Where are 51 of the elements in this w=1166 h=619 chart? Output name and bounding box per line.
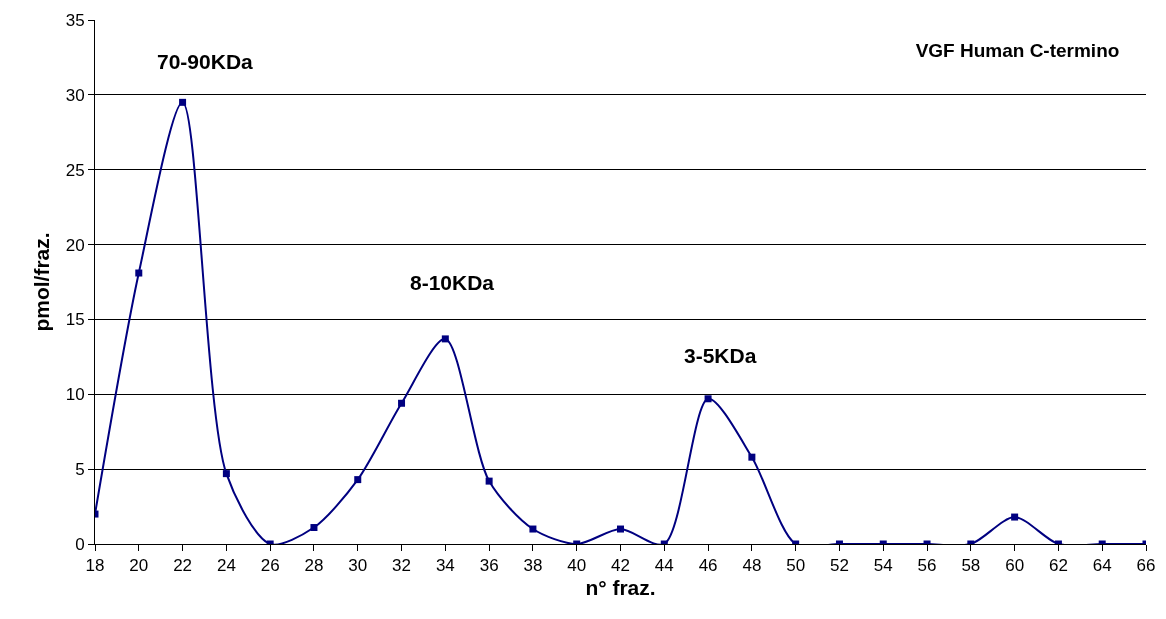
x-tick-label: 62 <box>1048 556 1068 576</box>
point <box>398 399 406 407</box>
x-tick-label: 18 <box>85 556 105 576</box>
x-tick-label: 52 <box>830 556 849 576</box>
x-tick-label: 20 <box>129 556 149 576</box>
x-tick-label: 42 <box>611 556 630 576</box>
point <box>529 525 537 533</box>
text: VGF Human C-termino <box>915 39 1120 61</box>
x-tick-label: 48 <box>742 556 762 576</box>
x-tick-label: 56 <box>917 556 937 576</box>
y-tick-label: 15 <box>65 310 85 330</box>
y-tick-label: 25 <box>65 160 85 180</box>
point <box>704 395 712 403</box>
x-tick-label: 40 <box>567 556 587 576</box>
x-tick-label: 38 <box>523 556 543 576</box>
point <box>1011 513 1019 521</box>
point <box>748 453 756 461</box>
x-tick-label: 54 <box>873 556 893 576</box>
point <box>617 525 624 533</box>
annotation: 8-10KDa <box>410 271 495 294</box>
x-tick-label: 60 <box>1005 556 1025 576</box>
point <box>485 477 493 485</box>
x-tick-label: 26 <box>260 556 280 576</box>
y-tick-label: 5 <box>75 460 85 480</box>
point <box>310 524 318 532</box>
point <box>222 470 230 478</box>
annotation: 70-90KDa <box>157 50 254 73</box>
y-tick-label: 30 <box>65 85 85 105</box>
point <box>135 269 143 277</box>
x-tick-label: 36 <box>479 556 499 576</box>
y-tick-label: 10 <box>65 385 85 405</box>
x-tick-label: 34 <box>435 556 455 576</box>
x-tick-label: 22 <box>173 556 193 576</box>
y-axis-title: pmol/fraz. <box>29 232 53 332</box>
y-tick-label: 20 <box>65 235 85 255</box>
x-tick-label: 50 <box>786 556 806 576</box>
x-axis-title: n° fraz. <box>585 575 656 599</box>
x-tick-label: 30 <box>348 556 368 576</box>
annotation: 3-5KDa <box>684 344 757 367</box>
x-tick-label: 44 <box>654 556 674 576</box>
x-tick-label: 32 <box>392 556 411 576</box>
y-tick-label: 0 <box>75 534 85 554</box>
point <box>354 476 362 484</box>
point <box>441 335 449 343</box>
x-tick-label: 66 <box>1136 556 1156 576</box>
x-tick-label: 64 <box>1092 556 1112 576</box>
x-tick-label: 46 <box>698 556 718 576</box>
x-tick-label: 24 <box>216 556 236 576</box>
x-tick-label: 58 <box>961 556 981 576</box>
x-tick-label: 28 <box>304 556 324 576</box>
y-tick-label: 35 <box>65 10 85 30</box>
